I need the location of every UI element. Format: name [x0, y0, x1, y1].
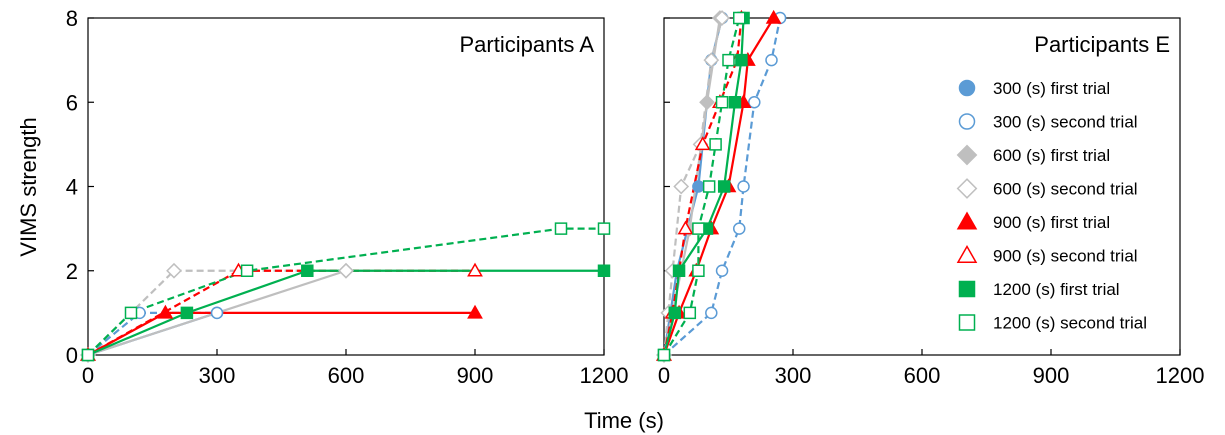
data-point — [709, 138, 722, 151]
data-point — [702, 180, 716, 193]
data-point — [733, 11, 746, 25]
data-point — [715, 264, 729, 277]
series-line — [662, 17, 775, 356]
legend-marker — [958, 280, 976, 298]
legend: 300 (s) first trial 300 (s) second trial 6… — [956, 79, 1147, 333]
data-point — [733, 222, 746, 235]
data-point — [467, 262, 483, 277]
data-point — [166, 262, 182, 279]
data-point — [81, 348, 95, 362]
legend-label: 600 (s) second trial — [993, 180, 1138, 199]
marker-layer — [80, 9, 787, 363]
data-point — [737, 180, 750, 193]
legend-label: 1200 (s) second trial — [993, 314, 1147, 333]
x-tick-label: 600 — [904, 363, 941, 388]
data-point — [683, 306, 697, 320]
legend-label: 1200 (s) first trial — [993, 280, 1120, 299]
series-line — [662, 17, 745, 356]
data-point — [180, 306, 194, 320]
legend-marker — [956, 144, 978, 166]
legend-marker — [958, 314, 976, 331]
data-point — [673, 178, 690, 195]
legend-label: 900 (s) second trial — [993, 247, 1138, 266]
data-point — [672, 264, 686, 277]
data-point — [765, 53, 778, 67]
plot-frame — [87, 17, 605, 356]
data-point — [748, 96, 761, 109]
x-tick-label: 600 — [328, 363, 365, 388]
legend-label: 600 (s) first trial — [993, 146, 1110, 165]
data-point — [714, 10, 730, 26]
data-point — [692, 222, 705, 235]
data-point — [668, 306, 681, 320]
series-line — [87, 227, 604, 356]
x-tick-label: 900 — [1033, 363, 1070, 388]
y-tick-label: 6 — [66, 90, 78, 115]
data-point — [124, 306, 138, 320]
x-tick-label: 900 — [457, 363, 494, 388]
data-point — [692, 264, 705, 277]
y-tick-label: 8 — [66, 6, 78, 31]
y-axis-label: VIMS strength — [16, 117, 41, 256]
legend-marker — [958, 113, 976, 130]
data-point — [597, 222, 611, 235]
data-point — [467, 304, 483, 319]
data-point — [597, 264, 611, 277]
data-point — [677, 220, 694, 235]
data-point — [765, 9, 782, 24]
data-point — [210, 306, 224, 320]
data-point — [735, 53, 748, 67]
data-point — [703, 52, 720, 69]
x-tick-label: 300 — [199, 363, 236, 388]
y-tick-label: 4 — [66, 175, 78, 200]
data-point — [240, 264, 254, 277]
data-point — [657, 348, 671, 362]
data-point — [157, 304, 174, 319]
x-tick-label: 1200 — [1156, 363, 1205, 388]
data-point — [705, 306, 718, 320]
legend-marker — [956, 244, 978, 263]
legend-marker — [956, 178, 978, 199]
legend-label: 300 (s) second trial — [993, 113, 1138, 132]
x-tick-label: 0 — [658, 363, 670, 388]
data-point — [715, 96, 729, 109]
data-point — [554, 222, 568, 235]
legend-marker — [956, 211, 978, 230]
data-point — [694, 136, 711, 151]
panel-frames: 0 300 600 900 1200 0 2 4 6 8 0 300 600 900 1200 — [66, 6, 1205, 388]
data-point — [338, 262, 354, 279]
data-point — [717, 180, 731, 193]
legend-label: 900 (s) first trial — [993, 213, 1110, 232]
data-point — [699, 94, 715, 111]
series-line — [663, 17, 782, 356]
legend-marker — [958, 79, 976, 97]
y-tick-label: 0 — [66, 343, 78, 368]
data-point — [692, 180, 705, 193]
data-point — [728, 96, 742, 109]
x-tick-label: 300 — [775, 363, 812, 388]
series-line — [87, 311, 475, 356]
legend-label: 300 (s) first trial — [993, 79, 1110, 98]
x-tick-label: 1200 — [580, 363, 629, 388]
x-tick-label: 0 — [82, 363, 94, 388]
y-tick-label: 2 — [66, 259, 78, 284]
panel-title-e: Participants E — [1034, 32, 1170, 57]
x-axis-label: Time (s) — [584, 408, 664, 433]
data-point — [722, 53, 735, 67]
data-point — [301, 264, 314, 277]
series-line — [87, 269, 604, 357]
panel-title-a: Participants A — [459, 32, 594, 57]
